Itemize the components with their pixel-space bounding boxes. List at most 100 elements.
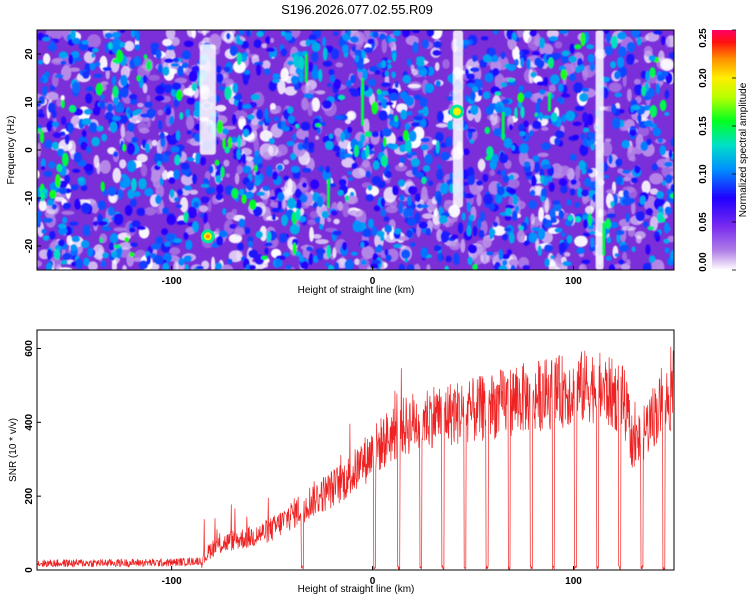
heatmap-spot — [547, 57, 555, 69]
heatmap-blob — [303, 93, 314, 99]
heatmap-speckle — [361, 245, 375, 260]
heatmap-blob — [205, 187, 216, 194]
heatmap-blob — [82, 71, 90, 79]
heatmap-blob — [340, 131, 345, 143]
heatmap-blob — [308, 61, 314, 73]
heatmap-blob — [651, 163, 659, 171]
heatmap-blob — [500, 81, 508, 88]
heatmap-blob — [247, 114, 255, 120]
heatmap-blob — [629, 129, 637, 137]
heatmap-blob — [380, 197, 386, 208]
heatmap-spot — [56, 163, 63, 173]
heatmap-blob — [404, 258, 409, 263]
heatmap-blob — [70, 51, 80, 59]
heatmap-blob — [176, 220, 187, 226]
heatmap-spot — [328, 265, 334, 270]
heatmap-spot — [364, 130, 372, 138]
heatmap-blob — [661, 35, 666, 46]
heatmap-blob — [579, 92, 589, 102]
heatmap-blob — [523, 161, 531, 168]
heatmap-blob — [299, 194, 308, 203]
heatmap-blob — [144, 101, 153, 109]
heatmap-spot — [179, 111, 184, 120]
heatmap-spot — [261, 255, 269, 261]
heatmap-blob — [589, 245, 596, 252]
heatmap-blob — [252, 156, 263, 165]
heatmap-blob — [302, 182, 307, 188]
heatmap-blob — [294, 251, 301, 257]
heatmap-speckle — [283, 159, 290, 165]
heatmap-blob — [312, 202, 318, 208]
heatmap-blob — [508, 124, 513, 131]
heatmap-y-tick-label: 10 — [24, 96, 35, 108]
heatmap-blob — [406, 195, 412, 206]
heatmap-spot — [183, 211, 189, 223]
heatmap-blob — [503, 174, 510, 183]
heatmap-speckle — [113, 227, 127, 232]
heatmap-blob — [549, 208, 556, 221]
heatmap-blob — [101, 226, 112, 232]
heatmap-blob — [314, 216, 321, 224]
heatmap-blob — [142, 74, 148, 84]
colorbar-axis: 0.00 0.05 0.10 0.15 0.20 0.25 — [698, 28, 736, 272]
heatmap-blob — [43, 170, 53, 178]
heatmap-blob — [320, 121, 326, 127]
heatmap-blob — [374, 70, 381, 75]
heatmap-blob — [482, 91, 491, 100]
heatmap-speckle — [622, 252, 628, 262]
heatmap-blob — [56, 148, 65, 157]
heatmap-blob — [342, 241, 348, 251]
heatmap-blob — [621, 169, 631, 174]
heatmap-spot — [338, 94, 346, 101]
heatmap-marks — [37, 30, 674, 270]
heatmap-speckle — [474, 246, 487, 256]
heatmap-speckle — [267, 144, 279, 157]
heatmap-blob — [150, 42, 160, 50]
heatmap-spot — [124, 237, 130, 243]
heatmap-spot — [318, 68, 323, 83]
heatmap-speckle — [397, 236, 410, 241]
heatmap-spot — [560, 69, 568, 80]
heatmap-blob — [58, 51, 68, 59]
heatmap-blob — [419, 97, 428, 108]
heatmap-blob — [101, 260, 107, 268]
snr-x-tick-label: 100 — [565, 576, 582, 587]
heatmap-speckle — [61, 65, 72, 81]
heatmap-spot — [392, 52, 397, 62]
heatmap-blob — [652, 127, 662, 137]
heatmap-speckle — [490, 60, 502, 72]
heatmap-spot — [514, 107, 518, 119]
heatmap-blob — [183, 255, 192, 263]
heatmap-speckle — [277, 78, 286, 95]
heatmap-blob — [339, 178, 347, 187]
heatmap-blob — [583, 218, 588, 229]
heatmap-blob — [508, 232, 515, 244]
heatmap-speckle — [215, 104, 227, 112]
heatmap-blob — [301, 260, 309, 270]
snr-x-tick-label: 0 — [370, 576, 376, 587]
heatmap-blob — [162, 207, 169, 215]
heatmap-blob — [663, 238, 670, 244]
heatmap-blob — [489, 228, 496, 236]
heatmap-blob — [131, 136, 138, 144]
heatmap-spot — [174, 154, 181, 166]
heatmap-blob — [377, 93, 384, 102]
heatmap-blob — [62, 202, 71, 210]
heatmap-blob — [438, 215, 448, 224]
heatmap-blob — [329, 74, 336, 83]
heatmap-blob — [285, 264, 292, 270]
heatmap-speckle — [276, 144, 288, 156]
heatmap-speckle — [448, 204, 461, 218]
heatmap-blob — [116, 247, 122, 259]
heatmap-speckle — [435, 123, 449, 128]
heatmap-blob — [133, 30, 138, 35]
heatmap-blob — [417, 109, 428, 114]
heatmap-blob — [520, 57, 524, 68]
heatmap-speckle — [122, 265, 127, 270]
heatmap-blob — [115, 106, 125, 113]
heatmap-speckle — [198, 205, 209, 213]
heatmap-blob — [227, 258, 233, 265]
heatmap-speckle — [280, 67, 289, 82]
heatmap-blob — [98, 221, 108, 226]
heatmap-speckle — [625, 259, 631, 267]
